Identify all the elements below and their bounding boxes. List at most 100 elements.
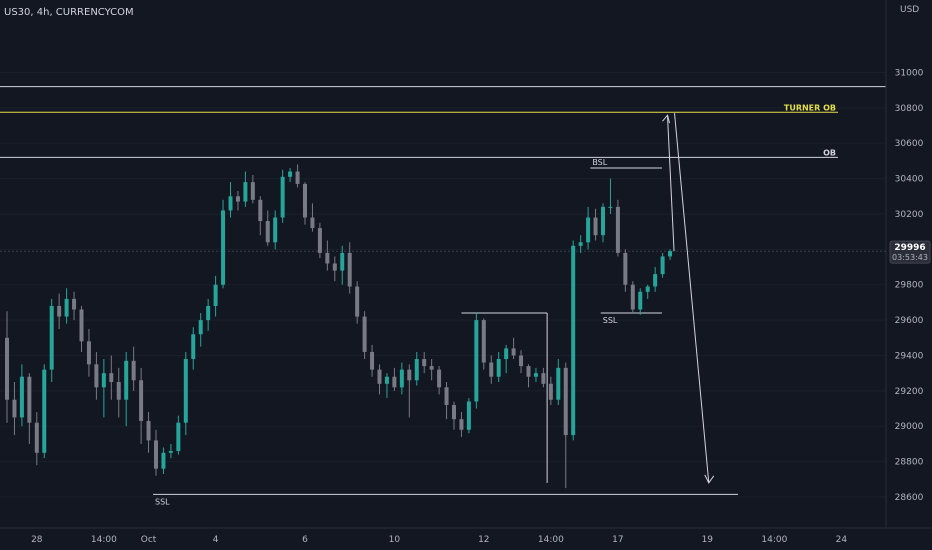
bearish-candle	[250, 175, 255, 204]
bullish-candle	[206, 298, 211, 331]
projection-arrows[interactable]	[662, 113, 715, 484]
candle-body	[49, 305, 54, 370]
candle-body	[593, 217, 598, 236]
candle-body	[623, 252, 628, 285]
bearish-candle	[310, 203, 315, 232]
candle-body	[556, 367, 561, 400]
bearish-candle	[519, 350, 524, 374]
candle-body	[154, 440, 158, 469]
bearish-candle	[109, 355, 114, 400]
bearish-candle	[34, 412, 39, 466]
candle-body	[586, 217, 591, 243]
bullish-candle	[42, 364, 47, 459]
bullish-candle	[608, 178, 613, 214]
bullish-candle	[533, 367, 538, 383]
candle-body	[72, 298, 77, 310]
candle-body	[27, 376, 32, 423]
price-tick-label: 29200	[895, 387, 924, 397]
candle-body	[481, 320, 486, 363]
time-scale[interactable]: 28 14:00 Oct 4 6 10 12 14:00 17 19 14:00 24	[31, 535, 847, 545]
bullish-candle	[64, 288, 69, 324]
bearish-candle	[437, 366, 442, 395]
candle-body	[12, 399, 17, 418]
candle-body	[578, 242, 583, 246]
bearish-candle	[79, 305, 84, 352]
candle-body	[452, 405, 456, 420]
liquidity-label: SSL	[155, 497, 170, 506]
price-tag-box	[889, 240, 931, 264]
bearish-candle	[235, 190, 240, 211]
bearish-candle	[116, 367, 121, 418]
candle-body	[191, 334, 196, 360]
candle-body	[533, 373, 538, 377]
candle-body	[653, 274, 658, 287]
bearish-candle	[615, 199, 620, 257]
candle-body	[317, 228, 322, 253]
candle-body	[519, 355, 524, 367]
price-tick-label: 29600	[895, 316, 924, 326]
bullish-candle	[101, 359, 106, 418]
candle-body	[407, 369, 412, 381]
candle-body	[474, 320, 479, 402]
candle-body	[250, 182, 255, 200]
bullish-candle	[668, 249, 673, 260]
bearish-candle	[362, 311, 367, 360]
bullish-candle	[653, 267, 658, 292]
price-tick-label: 31000	[895, 68, 924, 78]
candle-body	[489, 362, 494, 377]
candle-body	[34, 422, 39, 453]
candle-body	[168, 451, 173, 453]
bearish-candle	[459, 412, 464, 437]
candle-body	[258, 199, 263, 222]
price-tick-label: 28800	[895, 458, 924, 468]
projection-down-arrow[interactable]	[674, 113, 710, 483]
bullish-candle	[49, 298, 54, 383]
bullish-candle	[474, 313, 479, 409]
arrowhead-icon	[662, 114, 671, 124]
bullish-candle	[466, 397, 471, 434]
bullish-candle	[496, 351, 501, 383]
bullish-candle	[19, 364, 24, 427]
candle-body	[668, 251, 673, 257]
bearish-candle	[94, 351, 99, 400]
time-tick-label: 14:00	[761, 535, 787, 545]
time-tick-label: 14:00	[91, 535, 117, 545]
liquidity-markers[interactable]: BSL SSL SSL	[153, 158, 738, 506]
bullish-candle	[273, 210, 278, 250]
candle-body	[295, 171, 300, 184]
bullish-candle	[280, 169, 285, 223]
ssl-marker[interactable]: SSL	[600, 312, 662, 325]
price-scale[interactable]: 2860028800290002920029400296002980030000…	[889, 68, 931, 503]
candle-body	[392, 376, 397, 388]
bearish-candle	[370, 344, 375, 377]
bearish-candle	[630, 281, 635, 314]
candle-body	[325, 252, 330, 264]
chart-title: US30, 4h, CURRENCYCOM	[4, 7, 134, 18]
bullish-candle	[571, 240, 576, 441]
bullish-candle	[213, 275, 218, 317]
horizontal-levels[interactable]: TURNER OB OB	[0, 86, 886, 158]
bearish-candle	[303, 182, 307, 225]
candle-body	[638, 291, 643, 310]
price-tick-label: 30600	[895, 139, 924, 149]
bearish-candle	[72, 291, 77, 321]
candle-body	[384, 376, 389, 384]
bullish-candle	[645, 284, 650, 299]
candle-body	[444, 387, 449, 406]
candle-body	[422, 359, 427, 367]
bearish-candle	[139, 367, 144, 444]
bullish-candle	[504, 344, 509, 374]
bullish-candle	[340, 245, 345, 285]
liquidity-label: SSL	[603, 316, 618, 325]
bullish-candle	[556, 359, 561, 406]
candle-body	[265, 221, 270, 243]
projection-up-arrow[interactable]	[667, 116, 675, 252]
bsl-marker[interactable]: BSL	[590, 158, 662, 169]
bearish-candle	[355, 281, 360, 324]
candle-body	[273, 217, 278, 243]
candle-body	[630, 284, 635, 310]
ssl-marker[interactable]: SSL	[153, 493, 738, 506]
